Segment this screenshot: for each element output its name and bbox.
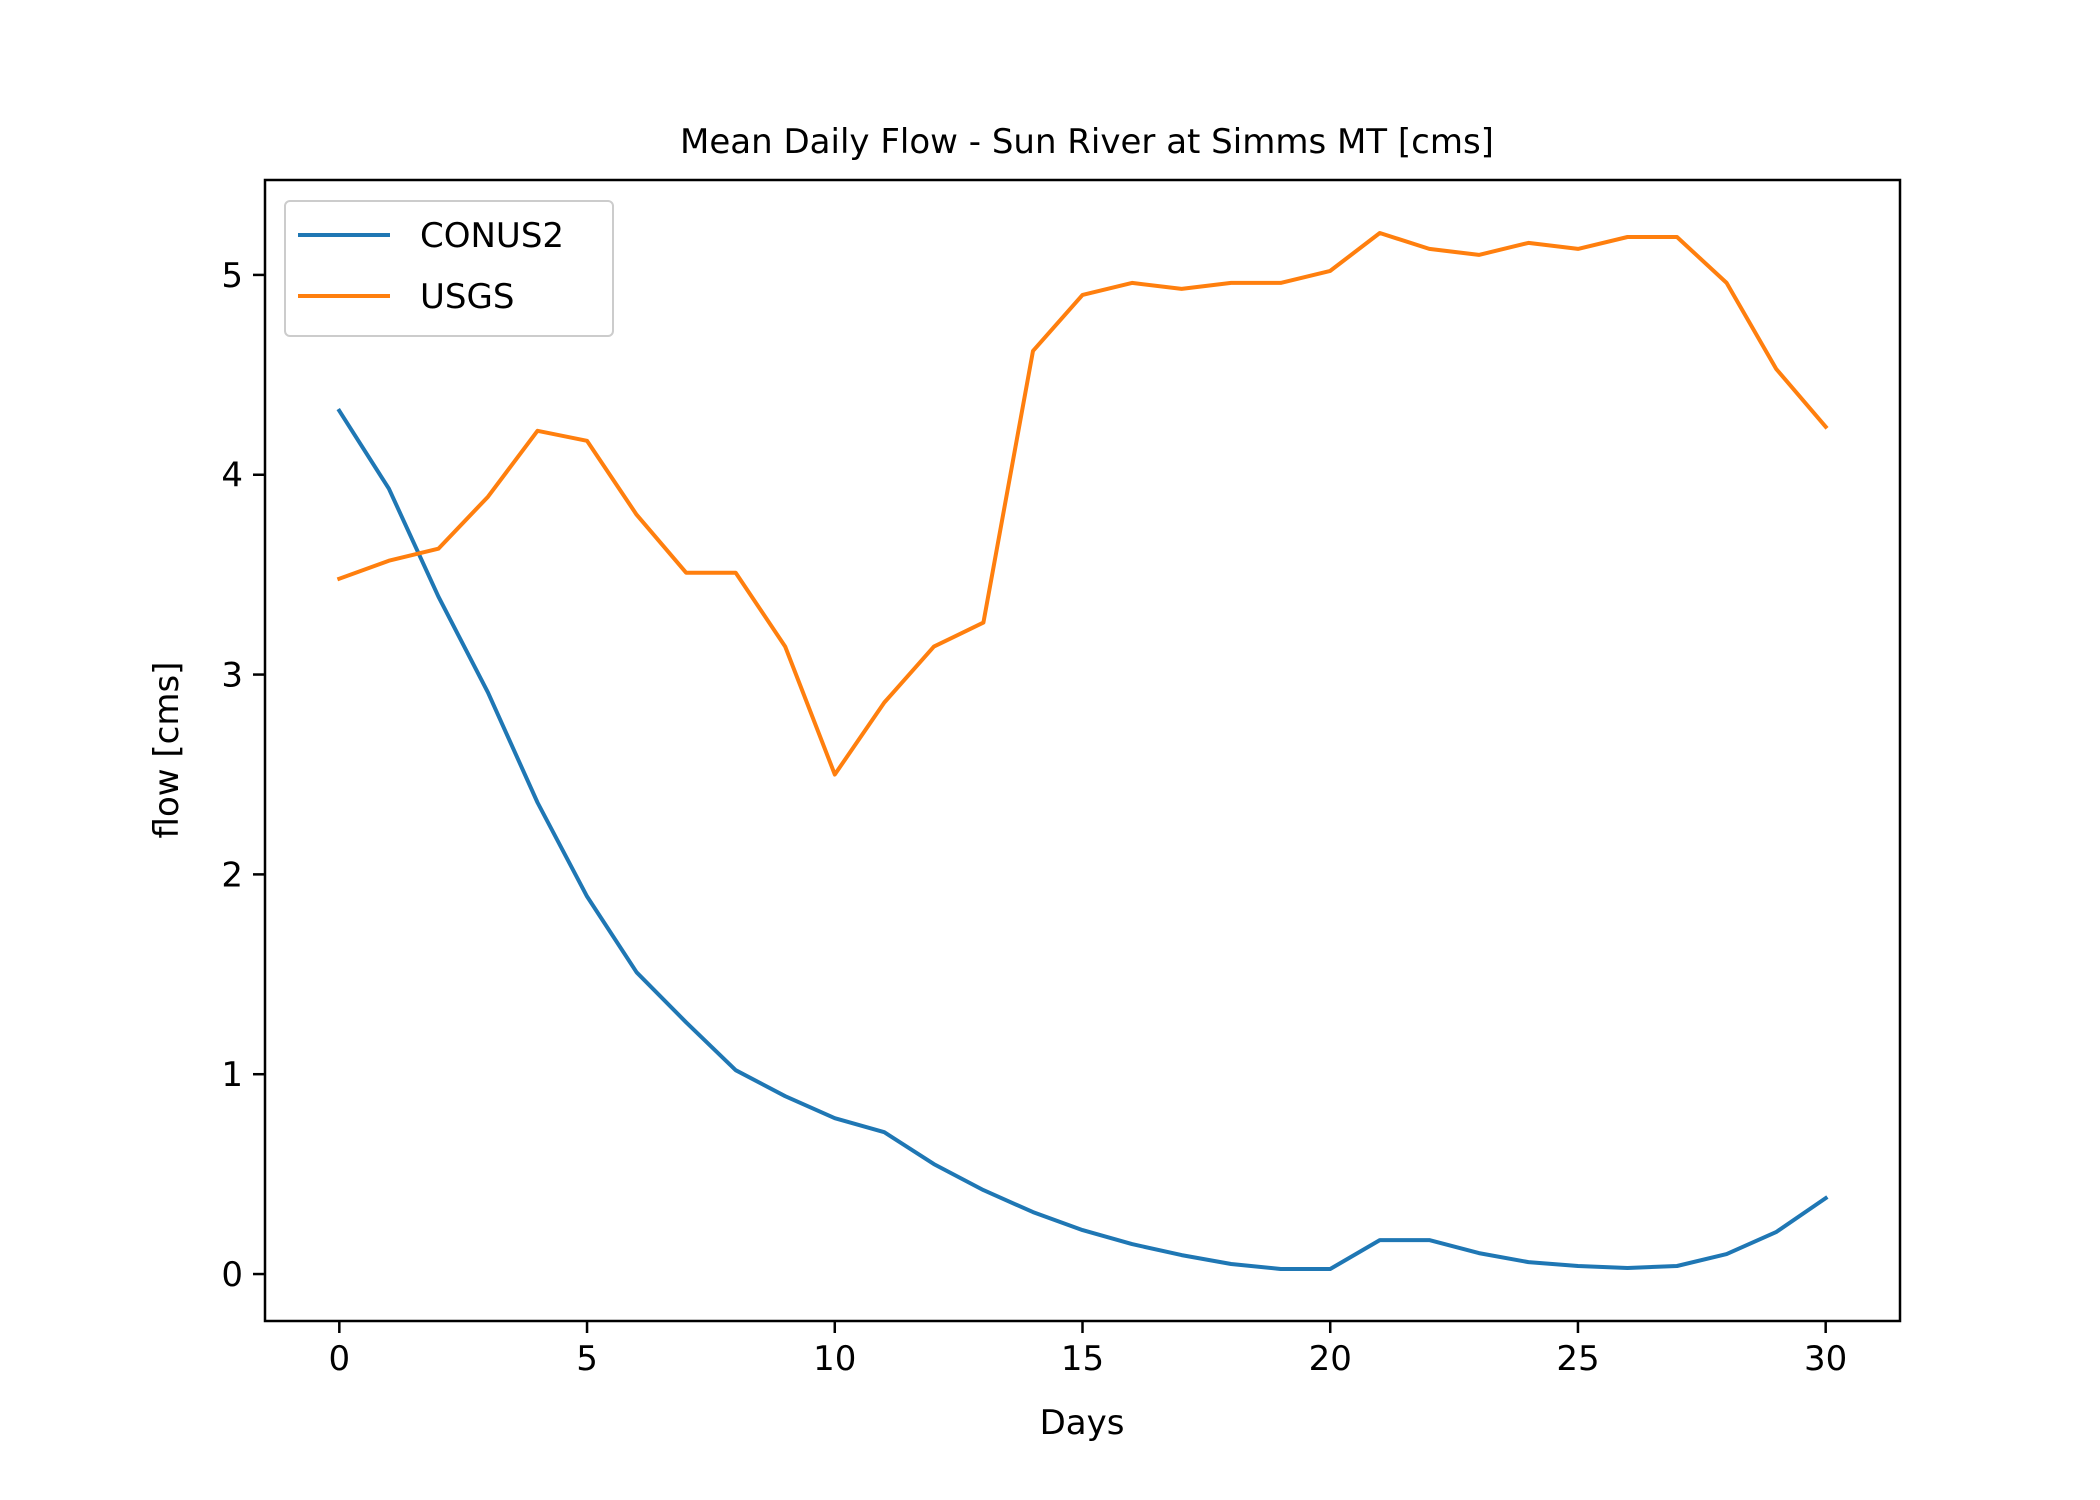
- legend-label-conus2: CONUS2: [420, 216, 564, 256]
- legend-label-usgs: USGS: [420, 277, 514, 317]
- x-axis: 0 5 10 15 20 25 30: [328, 1321, 1847, 1379]
- y-tick-label: 1: [221, 1055, 243, 1095]
- y-tick-label: 5: [221, 256, 243, 296]
- x-axis-label: Days: [1040, 1403, 1125, 1443]
- legend: CONUS2 USGS: [284, 200, 614, 337]
- y-tick-label: 4: [221, 456, 243, 496]
- x-tick-label: 0: [328, 1339, 350, 1379]
- x-tick-label: 20: [1309, 1339, 1352, 1379]
- series-line-usgs: [336, 231, 1829, 777]
- series-layer: [336, 231, 1829, 1271]
- y-axis: 0 1 2 3 4 5: [221, 256, 265, 1295]
- y-axis-label: flow [cms]: [147, 662, 187, 839]
- x-tick-label: 25: [1556, 1339, 1599, 1379]
- series-line-conus2: [336, 408, 1829, 1271]
- x-tick-label: 10: [813, 1339, 856, 1379]
- x-tick-label: 30: [1804, 1339, 1847, 1379]
- x-tick-label: 5: [576, 1339, 598, 1379]
- y-tick-label: 2: [221, 855, 243, 895]
- y-tick-label: 0: [221, 1255, 243, 1295]
- y-tick-label: 3: [221, 656, 243, 696]
- x-tick-label: 15: [1061, 1339, 1104, 1379]
- chart-title: Mean Daily Flow - Sun River at Simms MT …: [680, 122, 1494, 162]
